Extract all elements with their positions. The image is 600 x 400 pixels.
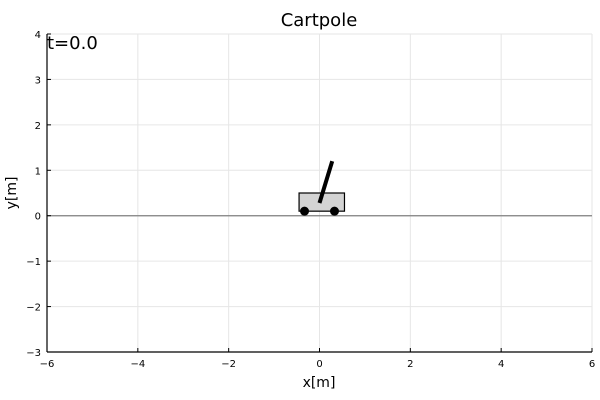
right-wheel xyxy=(329,206,339,216)
x-tick-label: 4 xyxy=(498,359,504,370)
x-tick-label: −6 xyxy=(40,359,55,370)
y-tick-label: 2 xyxy=(35,121,41,132)
y-tick-label: −1 xyxy=(26,257,41,268)
y-tick-label: 0 xyxy=(35,212,41,223)
time-annotation: t=0.0 xyxy=(47,33,98,54)
x-tick-label: 0 xyxy=(316,359,322,370)
pole xyxy=(317,160,335,204)
x-tick-label: 6 xyxy=(589,359,595,370)
x-axis-title: x[m] xyxy=(303,375,336,391)
x-tick-label: 2 xyxy=(407,359,413,370)
ticks-layer: −6 −4 −2 0 2 4 6 −3 −2 −1 0 1 2 3 4 xyxy=(26,30,595,370)
y-tick-label: 4 xyxy=(35,30,41,41)
y-tick-label: −3 xyxy=(26,348,41,359)
x-tick-label: −4 xyxy=(130,359,145,370)
left-wheel xyxy=(300,206,310,216)
chart-title: Cartpole xyxy=(281,10,358,31)
y-tick-label: 1 xyxy=(35,166,41,177)
x-tick-label: −2 xyxy=(221,359,236,370)
y-tick-label: −2 xyxy=(26,303,41,314)
y-tick-label: 3 xyxy=(35,75,41,86)
y-axis-title: y[m] xyxy=(4,177,20,210)
cart-layer xyxy=(298,160,346,216)
